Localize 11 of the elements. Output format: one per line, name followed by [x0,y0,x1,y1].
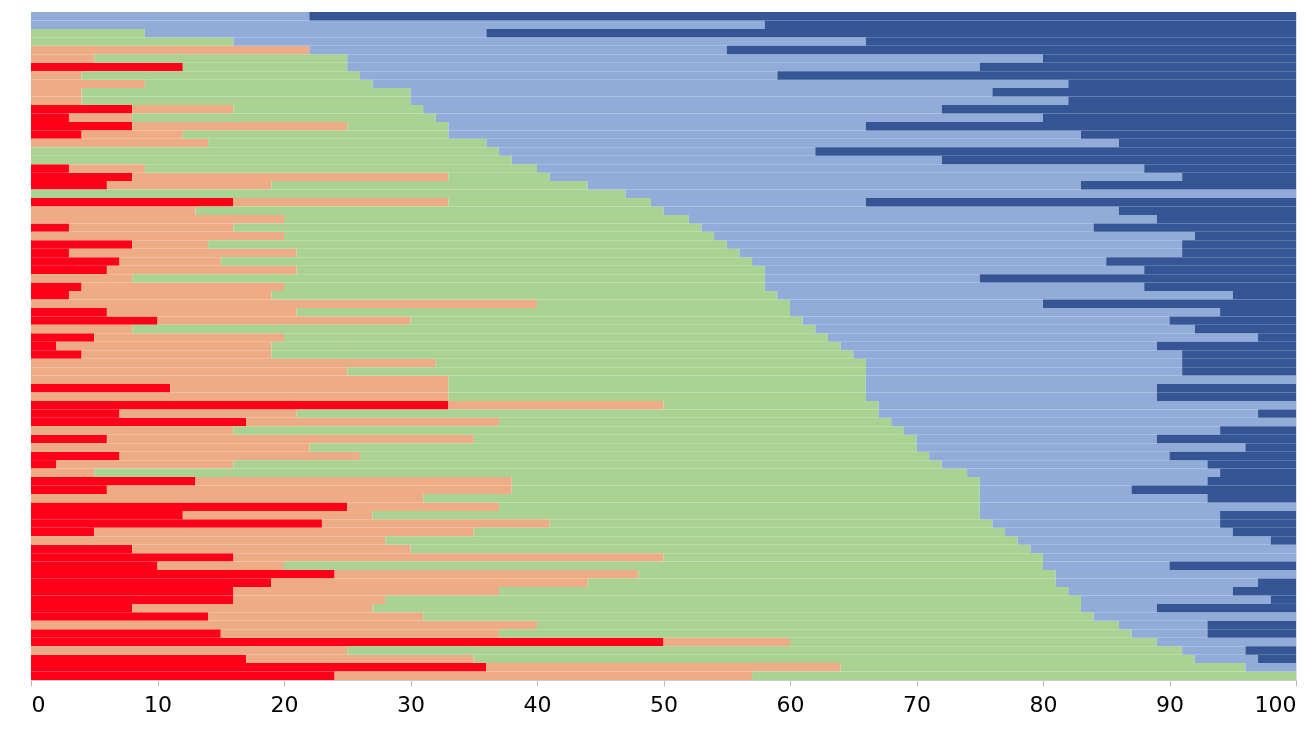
x-tick-label: 40 [523,691,552,717]
x-tick-label: 50 [650,691,678,717]
x-tick-label: 30 [397,691,425,717]
x-tick-label: 60 [776,691,805,717]
x-tick-label: 20 [270,691,299,717]
x-tick-label: 0 [31,691,46,717]
x-tick-label: 100 [1254,691,1297,717]
x-tick-label: 90 [1156,691,1184,717]
x-tick-label: 80 [1029,691,1058,717]
x-tick-label: 10 [144,691,172,717]
x-tick-label: 70 [903,691,931,717]
